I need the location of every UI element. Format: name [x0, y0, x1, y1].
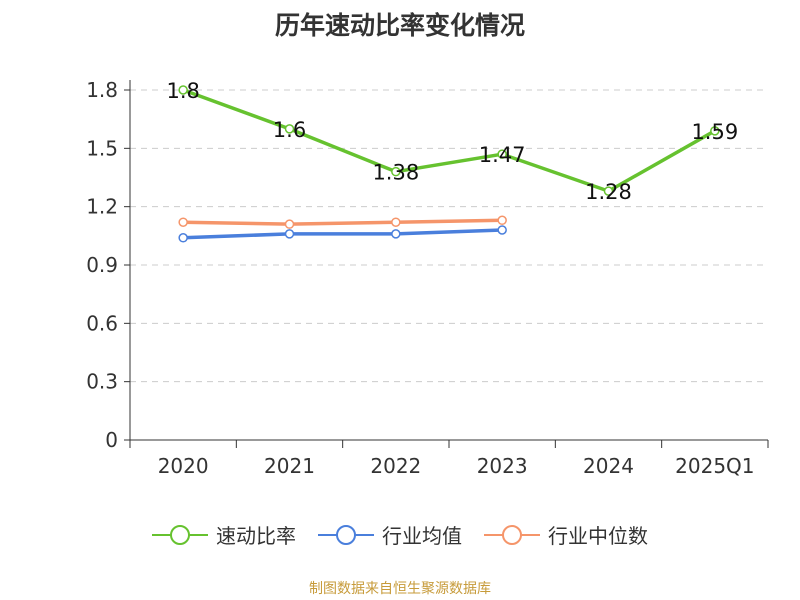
- series-line: [183, 218, 503, 226]
- data-point: [710, 126, 720, 136]
- data-label: 1.38: [372, 161, 419, 185]
- y-tick-label: 1.8: [86, 78, 118, 102]
- data-point: [391, 217, 401, 227]
- y-tick-label: 1.5: [86, 136, 118, 160]
- legend-label: 行业均值: [382, 524, 462, 548]
- x-tick-label: 2025Q1: [675, 454, 754, 478]
- data-point: [284, 229, 295, 239]
- legend-item-quick-ratio[interactable]: 速动比率: [152, 520, 296, 549]
- source-note: 制图数据来自恒生聚源数据库: [309, 581, 491, 597]
- data-label: 1.6: [273, 118, 306, 142]
- y-tick-label: 0: [105, 428, 118, 452]
- data-point: [497, 215, 507, 226]
- legend-label: 速动比率: [216, 524, 296, 548]
- x-tick-label: 2020: [158, 454, 209, 478]
- x-tick-label: 2024: [583, 454, 634, 478]
- legend-circle: [336, 524, 356, 545]
- y-tick-label: 0.3: [86, 370, 118, 394]
- y-tick-label: 0.9: [86, 253, 118, 277]
- data-point: [178, 233, 188, 243]
- chart-title: 历年速动比率变化情况: [274, 11, 525, 40]
- data-point: [391, 166, 401, 177]
- legend-item-industry-median[interactable]: 行业中位数: [484, 520, 648, 549]
- data-point: [497, 225, 507, 235]
- legend-item-industry-mean[interactable]: 行业均值: [318, 520, 462, 549]
- data-point: [284, 219, 295, 229]
- x-tick-label: 2021: [264, 454, 315, 478]
- legend-marker-icon: [152, 524, 208, 545]
- data-label: 1.59: [691, 120, 738, 144]
- legend-marker-icon: [318, 524, 374, 545]
- legend-circle: [502, 524, 522, 545]
- x-tick-label: 2022: [370, 454, 421, 478]
- legend-marker-icon: [484, 524, 540, 545]
- data-point: [284, 124, 295, 134]
- data-point: [391, 229, 401, 239]
- data-label: 1.47: [479, 143, 526, 167]
- legend: 速动比率 行业均值 行业中位数: [0, 520, 800, 549]
- legend-label: 行业中位数: [548, 524, 648, 548]
- series-line: [182, 88, 716, 193]
- y-tick-label: 0.6: [86, 311, 118, 335]
- legend-circle: [170, 524, 190, 545]
- series-line: [183, 228, 503, 240]
- data-label: 1.28: [585, 180, 632, 204]
- data-point: [178, 85, 188, 95]
- data-point: [497, 149, 507, 159]
- data-point: [178, 217, 188, 227]
- x-tick-label: 2023: [477, 454, 528, 478]
- y-tick-label: 1.2: [86, 195, 118, 219]
- data-label: 1.8: [166, 79, 199, 103]
- data-point: [603, 186, 614, 196]
